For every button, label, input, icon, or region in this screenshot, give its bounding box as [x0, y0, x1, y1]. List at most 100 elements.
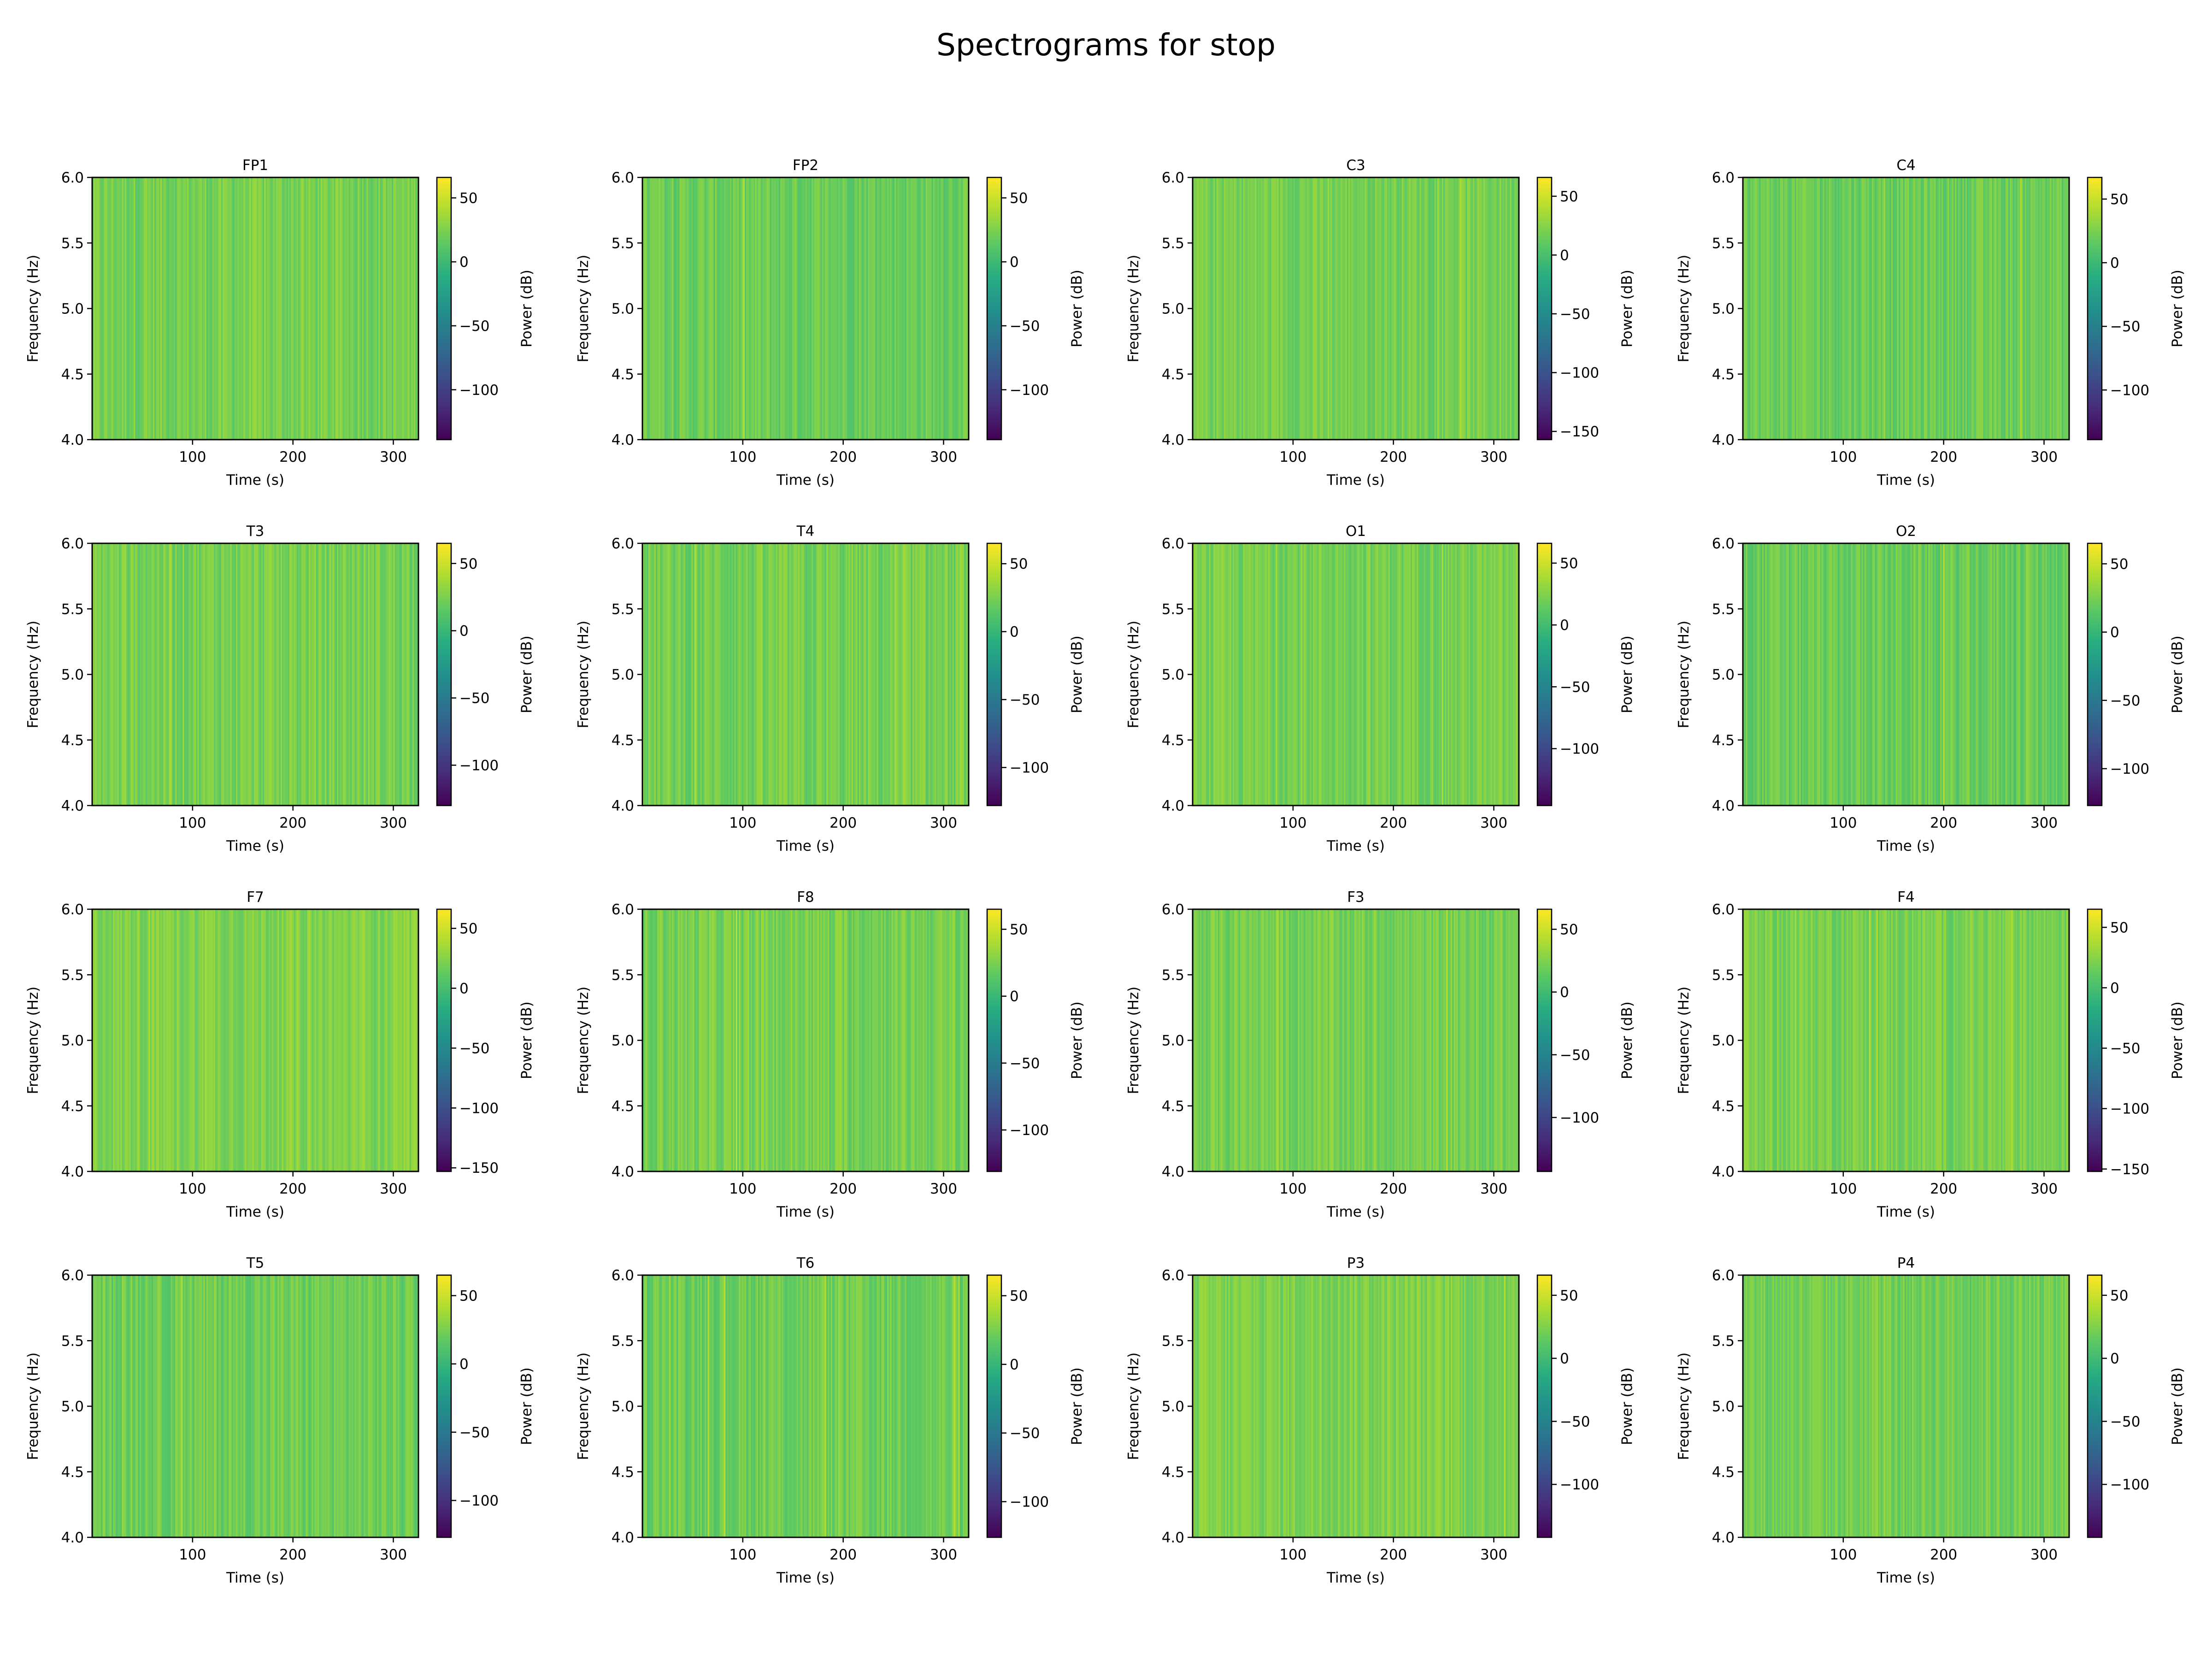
spectrogram-cell — [141, 909, 143, 1171]
spectrogram-cell — [122, 1275, 124, 1537]
colorbar-tick-label: −50 — [459, 1424, 489, 1441]
spectrogram-cell — [1977, 1275, 1979, 1537]
spectrogram-cell — [1970, 543, 1972, 806]
spectrogram-cell — [1453, 177, 1456, 440]
spectrogram-cell — [1495, 177, 1497, 440]
spectrogram-cell — [752, 909, 754, 1171]
spectrogram-cell — [1489, 1275, 1491, 1537]
spectrogram-cell — [306, 177, 308, 440]
spectrogram-cell — [1950, 543, 1953, 806]
spectrogram-cell — [172, 1275, 174, 1537]
spectrogram-cell — [1885, 177, 1887, 440]
spectrogram-cell — [102, 543, 105, 806]
spectrogram-cell — [1906, 543, 1908, 806]
spectrogram-cell — [745, 1275, 747, 1537]
spectrogram-cell — [818, 543, 821, 806]
spectrogram-cell — [1787, 909, 1789, 1171]
spectrogram-cell — [1345, 177, 1347, 440]
spectrogram-cell — [306, 1275, 308, 1537]
spectrogram-cell — [107, 909, 109, 1171]
spectrogram-cell — [1286, 177, 1288, 440]
x-axis-label: Time (s) — [1326, 1204, 1385, 1220]
spectrogram-cell — [860, 1275, 862, 1537]
spectrogram-cell — [171, 543, 173, 806]
spectrogram-cell — [924, 543, 926, 806]
spectrogram-cell — [814, 543, 817, 806]
spectrogram-cell — [740, 177, 742, 440]
spectrogram-cell — [359, 1275, 361, 1537]
spectrogram-cell — [884, 1275, 886, 1537]
y-tick-label: 5.5 — [1712, 1333, 1735, 1349]
spectrogram-cell — [308, 543, 311, 806]
spectrogram-cell — [673, 177, 676, 440]
colorbar-tick-label: 0 — [1560, 984, 1569, 1001]
spectrogram-cell — [178, 177, 180, 440]
spectrogram-cell — [1988, 909, 1989, 1171]
spectrogram-cell — [147, 177, 149, 440]
spectrogram-cell — [310, 177, 312, 440]
spectrogram-cell — [1808, 177, 1810, 440]
spectrogram-cell — [342, 909, 345, 1171]
spectrogram-cell — [1427, 909, 1429, 1171]
spectrogram-cell — [111, 177, 113, 440]
spectrogram-cell — [1898, 543, 1900, 806]
spectrogram-cell — [1796, 177, 1798, 440]
spectrogram-cell — [1747, 543, 1749, 806]
spectrogram-cell — [1510, 1275, 1512, 1537]
spectrogram-cell — [1284, 1275, 1287, 1537]
spectrogram-cell — [951, 177, 953, 440]
spectrogram-cell — [1369, 543, 1371, 806]
spectrogram-cell — [1232, 1275, 1235, 1537]
spectrogram-cell — [1336, 1275, 1338, 1537]
spectrogram-cell — [156, 177, 158, 440]
spectrogram-cell — [1887, 177, 1888, 440]
spectrogram-cell — [1893, 543, 1894, 806]
spectrogram-cell — [2051, 177, 2053, 440]
spectrogram-cell — [906, 543, 908, 806]
spectrogram-cell — [869, 1275, 871, 1537]
spectrogram-cell — [411, 543, 413, 806]
spectrogram-cell — [879, 909, 882, 1171]
spectrogram-cell — [1378, 1275, 1380, 1537]
spectrogram-cell — [1982, 543, 1983, 806]
spectrogram-cell — [178, 1275, 180, 1537]
spectrogram-cell — [2050, 909, 2052, 1171]
spectrogram-cell — [1428, 1275, 1430, 1537]
spectrogram-cell — [1915, 543, 1917, 806]
spectrogram-cell — [159, 909, 161, 1171]
spectrogram-cell — [273, 1275, 275, 1537]
x-tick-label: 200 — [1930, 1547, 1957, 1563]
spectrogram-cell — [393, 1275, 395, 1537]
spectrogram-cell — [1812, 543, 1815, 806]
spectrogram-cell — [394, 543, 397, 806]
spectrogram-cell — [1842, 543, 1844, 806]
spectrogram-cell — [150, 543, 152, 806]
spectrogram-cell — [2035, 909, 2037, 1171]
spectrogram-cell — [1277, 177, 1279, 440]
spectrogram-cell — [1298, 543, 1300, 806]
spectrogram-cell — [405, 909, 407, 1171]
spectrogram-cell — [2000, 909, 2003, 1171]
spectrogram-cell — [406, 909, 409, 1171]
spectrogram-cell — [2057, 1275, 2059, 1537]
spectrogram-cell — [665, 909, 667, 1171]
y-tick-label: 4.0 — [612, 1164, 634, 1180]
spectrogram-cell — [2051, 543, 2053, 806]
spectrogram-cell — [955, 177, 957, 440]
spectrogram-cell — [375, 909, 377, 1171]
spectrogram-cell — [872, 543, 874, 806]
spectrogram-cell — [921, 909, 923, 1171]
spectrogram-cell — [108, 543, 111, 806]
spectrogram-cell — [193, 543, 195, 806]
spectrogram-cell — [1238, 909, 1241, 1171]
spectrogram-cell — [365, 1275, 367, 1537]
spectrogram-cell — [934, 909, 936, 1171]
spectrogram-cell — [1219, 177, 1221, 440]
spectrogram-cell — [1500, 543, 1501, 806]
spectrogram-cell — [1394, 909, 1396, 1171]
spectrogram-cell — [1744, 177, 1747, 440]
x-axis-label: Time (s) — [226, 1204, 284, 1220]
spectrogram-cell — [934, 543, 936, 806]
spectrogram-cell — [268, 543, 271, 806]
spectrogram-cell — [209, 1275, 212, 1537]
